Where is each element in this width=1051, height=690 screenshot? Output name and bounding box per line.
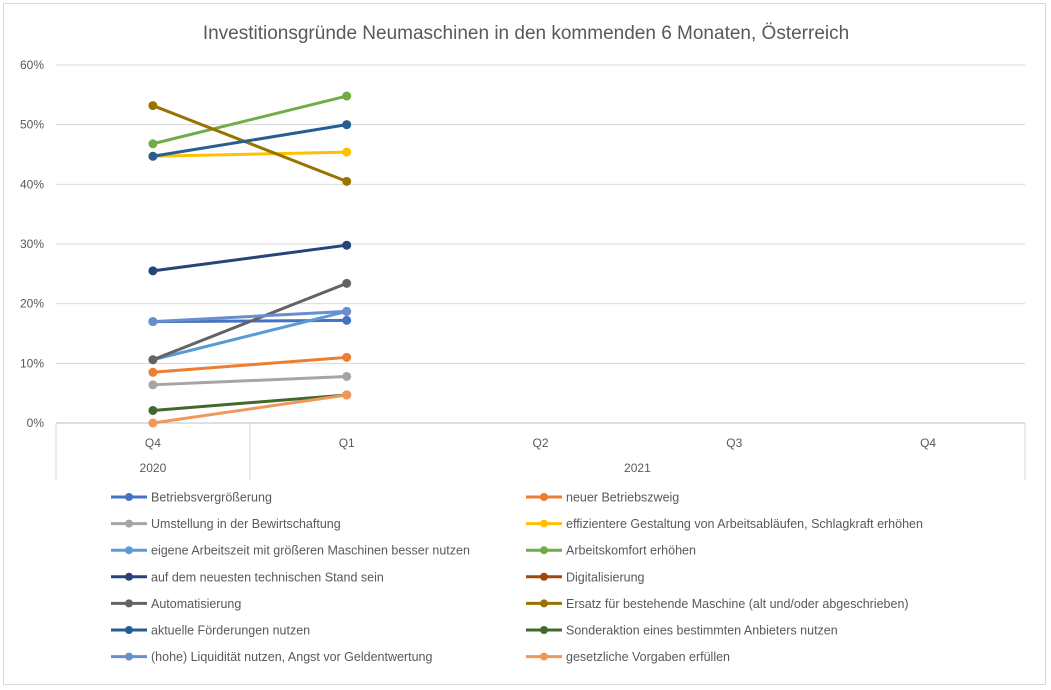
legend-swatch-marker — [540, 652, 548, 661]
series-line — [152, 281, 348, 362]
legend-swatch-marker — [125, 546, 133, 555]
y-tick-label: 0% — [27, 416, 45, 430]
data-point — [342, 147, 352, 157]
data-point — [342, 176, 352, 186]
x-tick-label: Q4 — [145, 436, 161, 450]
x-tick-label: Q1 — [339, 436, 355, 450]
y-tick-label: 40% — [20, 177, 44, 191]
x-tick-label: Q2 — [532, 436, 548, 450]
legend-item: Arbeitskomfort erhöhen — [526, 544, 696, 558]
series-line — [152, 355, 347, 374]
legend-item: effizientere Gestaltung von Arbeitsabläu… — [526, 517, 923, 531]
legend-item: gesetzliche Vorgaben erfüllen — [526, 650, 730, 664]
data-point — [342, 120, 352, 130]
data-point — [148, 151, 158, 161]
legend-label: neuer Betriebszweig — [566, 491, 679, 505]
series-line — [152, 94, 348, 146]
y-tick-label: 60% — [20, 58, 44, 72]
legend-label: aktuelle Förderungen nutzen — [151, 624, 310, 638]
legend-swatch-marker — [540, 493, 548, 501]
legend-swatch-marker — [540, 546, 548, 555]
chart-title: Investitionsgründe Neumaschinen in den k… — [203, 23, 849, 44]
legend-swatch-marker — [540, 626, 548, 634]
legend-swatch-marker — [540, 519, 548, 528]
series-line — [152, 393, 347, 412]
data-point — [148, 367, 158, 377]
legend-label: Umstellung in der Bewirtschaftung — [151, 517, 341, 531]
x-tick-label: Q4 — [920, 436, 936, 450]
data-point — [342, 390, 352, 400]
legend-label: Digitalisierung — [566, 570, 645, 584]
legend-item: neuer Betriebszweig — [526, 491, 679, 505]
y-tick-label: 20% — [20, 297, 44, 311]
legend-label: Automatisierung — [151, 597, 241, 611]
legend-item: Digitalisierung — [526, 570, 645, 584]
line-chart: Investitionsgründe Neumaschinen in den k… — [20, 23, 1026, 664]
series-line — [152, 374, 347, 387]
data-point — [342, 91, 352, 101]
y-tick-label: 30% — [20, 237, 44, 251]
legend-item: auf dem neuesten technischen Stand sein — [111, 570, 384, 584]
legend-item: Umstellung in der Bewirtschaftung — [111, 517, 341, 531]
legend-label: auf dem neuesten technischen Stand sein — [151, 570, 384, 584]
legend-label: Sonderaktion eines bestimmten Anbieters … — [566, 624, 838, 638]
legend-item: aktuelle Förderungen nutzen — [111, 624, 310, 638]
x-group-label: 2021 — [624, 461, 651, 475]
legend-swatch-marker — [125, 519, 133, 528]
legend-item: Sonderaktion eines bestimmten Anbieters … — [526, 624, 838, 638]
legend-item: (hohe) Liquidität nutzen, Angst vor Geld… — [111, 650, 432, 664]
legend-label: Betriebsvergrößerung — [151, 491, 272, 505]
legend-swatch-marker — [125, 599, 133, 608]
series-line — [152, 104, 348, 183]
data-point — [148, 380, 158, 390]
data-point — [148, 139, 158, 149]
legend-label: Arbeitskomfort erhöhen — [566, 544, 696, 558]
data-point — [148, 355, 158, 365]
data-point — [342, 315, 352, 325]
legend-label: Ersatz für bestehende Maschine (alt und/… — [566, 597, 909, 611]
series-line — [152, 150, 347, 158]
legend-item: Ersatz für bestehende Maschine (alt und/… — [526, 597, 909, 611]
legend-swatch-marker — [125, 626, 133, 634]
data-point — [148, 266, 158, 276]
legend-swatch-marker — [125, 652, 133, 661]
data-point — [148, 405, 158, 415]
legend-swatch-marker — [125, 493, 133, 501]
legend-label: eigene Arbeitszeit mit größeren Maschine… — [151, 544, 470, 558]
series-line — [152, 309, 347, 324]
legend-swatch-marker — [540, 599, 548, 608]
series-line — [152, 393, 347, 425]
series-line — [152, 309, 348, 362]
data-point — [148, 418, 158, 428]
data-point — [148, 101, 158, 111]
legend-label: gesetzliche Vorgaben erfüllen — [566, 650, 730, 664]
legend-swatch-marker — [125, 572, 133, 581]
series-line — [152, 123, 347, 158]
series-line — [152, 243, 347, 273]
data-point — [342, 352, 352, 362]
chart-frame: Investitionsgründe Neumaschinen in den k… — [3, 3, 1046, 685]
legend-item: eigene Arbeitszeit mit größeren Maschine… — [111, 544, 470, 558]
x-group-label: 2020 — [140, 461, 167, 475]
y-tick-label: 10% — [20, 356, 44, 370]
y-tick-label: 50% — [20, 118, 44, 132]
data-point — [342, 306, 352, 316]
data-point — [148, 317, 158, 327]
legend-label: (hohe) Liquidität nutzen, Angst vor Geld… — [151, 650, 432, 664]
legend-item: Automatisierung — [111, 597, 241, 611]
legend-swatch-marker — [540, 572, 548, 581]
legend-item: Betriebsvergrößerung — [111, 491, 272, 505]
x-tick-label: Q3 — [726, 436, 742, 450]
data-point — [342, 240, 352, 250]
legend-label: effizientere Gestaltung von Arbeitsabläu… — [566, 517, 923, 531]
data-point — [342, 371, 352, 381]
data-point — [342, 278, 352, 288]
